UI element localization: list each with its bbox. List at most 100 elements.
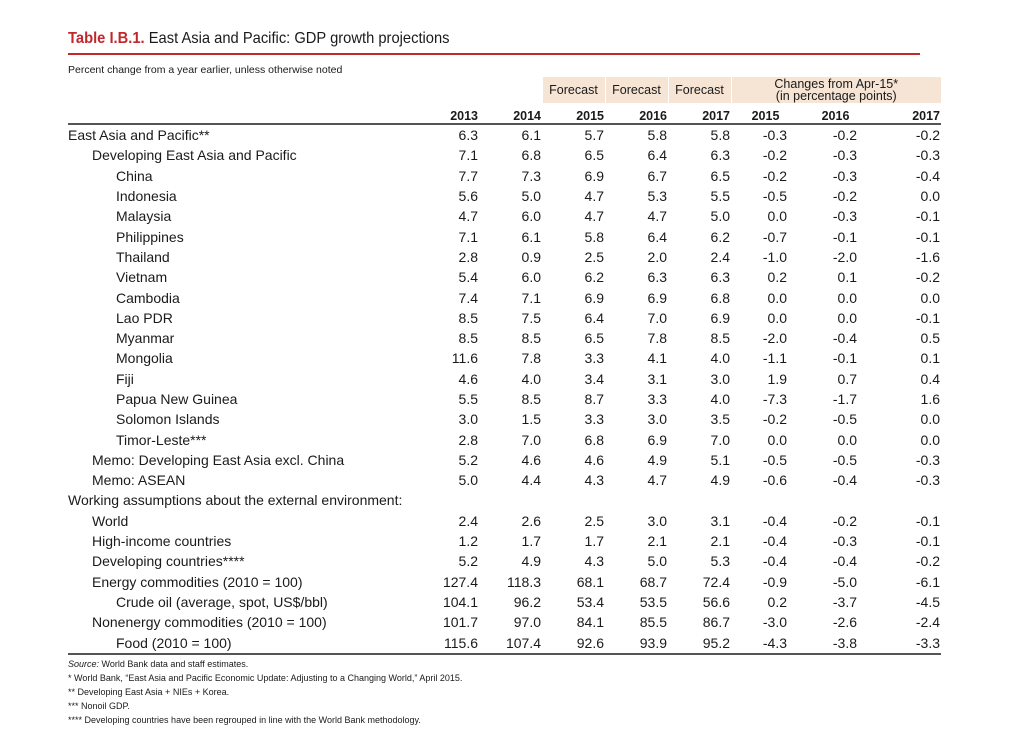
value-cell: 5.0: [458, 472, 478, 489]
change-cell: -0.1: [915, 533, 941, 550]
value-cell: 6.1: [521, 228, 541, 245]
change-cell: -0.2: [762, 411, 787, 428]
change-cell: -0.1: [915, 512, 941, 529]
value-cell: 6.3: [710, 269, 730, 286]
change-cell: -0.2: [915, 269, 941, 286]
value-cell: 6.3: [647, 269, 667, 286]
change-cell: -0.3: [915, 472, 941, 489]
value-cell: 6.4: [647, 228, 667, 245]
row-label: Food (2010 = 100): [68, 632, 416, 655]
change-cell: 0.7: [837, 370, 857, 387]
value-cell: 4.7: [458, 208, 478, 225]
change-cell: -0.5: [762, 188, 787, 205]
row-label: Cambodia: [116, 289, 180, 306]
value-cell: 4.7: [647, 208, 667, 225]
change-cell: 0.0: [767, 208, 787, 225]
value-cell: 4.9: [521, 553, 541, 570]
value-cell: 107.4: [479, 632, 542, 655]
change-cell: 0.0: [767, 431, 787, 448]
change-cell: -0.3: [832, 208, 857, 225]
change-cell: 0.1: [837, 269, 857, 286]
value-cell: 53.4: [576, 593, 604, 610]
value-cell: 6.9: [647, 431, 667, 448]
change-cell: -2.4: [915, 614, 941, 631]
change-cell: -0.2: [915, 127, 941, 144]
row-label: Indonesia: [116, 188, 177, 205]
change-cell: -0.5: [762, 451, 787, 468]
section-label: Working assumptions about the external e…: [68, 492, 403, 509]
value-cell: 4.7: [584, 208, 604, 225]
value-cell: 3.0: [458, 411, 478, 428]
header-label-blank: [68, 103, 416, 125]
value-cell: 4.7: [647, 472, 667, 489]
header-change-year: 2017: [871, 103, 942, 125]
change-cell: 0.5: [920, 330, 941, 347]
table-row: East Asia and Pacific** 6.3 6.1 5.7 5.8 5.8 -0…: [68, 124, 941, 145]
header-changes-line2: (in percentage points): [775, 89, 897, 103]
table-number: Table I.B.1.: [68, 30, 145, 47]
row-label: Memo: ASEAN: [92, 472, 186, 489]
row-label: Solomon Islands: [116, 411, 220, 428]
change-cell: -3.7: [832, 593, 857, 610]
value-cell: 1.7: [584, 533, 604, 550]
change-cell: 0.0: [920, 411, 941, 428]
value-cell: 5.3: [710, 553, 730, 570]
header-year: 2017: [668, 103, 731, 125]
table-row: High-income countries 1.2 1.7 1.7 2.1 2.1 -0.4…: [68, 531, 941, 551]
change-cell: -0.5: [832, 451, 857, 468]
value-cell: 6.7: [647, 167, 667, 184]
header-change-year: 2015: [731, 103, 801, 125]
value-cell: 68.1: [576, 573, 604, 590]
change-cell: -1.6: [915, 248, 941, 265]
header-forecast-2017: Forecast: [667, 77, 731, 103]
change-cell: 0.4: [920, 370, 941, 387]
value-cell: 6.5: [710, 167, 730, 184]
value-cell: 5.3: [647, 188, 667, 205]
value-cell: 7.4: [458, 289, 478, 306]
header-row-labels: Forecast Forecast Forecast Changes from …: [68, 77, 942, 103]
row-label: High-income countries: [92, 533, 232, 550]
value-cell: 7.5: [521, 309, 541, 326]
value-cell: 3.0: [647, 512, 667, 529]
change-cell: -1.7: [832, 391, 857, 407]
table-title: Table I.B.1. East Asia and Pacific: GDP …: [68, 28, 852, 50]
value-cell: 85.5: [639, 614, 667, 631]
table-row: Philippines 7.1 6.1 5.8 6.4 6.2 -0.7 -0.1 -0.1: [68, 226, 941, 246]
value-cell: 6.3: [710, 147, 730, 164]
value-cell: 8.5: [521, 330, 541, 347]
value-cell: 1.7: [521, 533, 541, 550]
value-cell: 2.8: [458, 431, 478, 448]
table-row: World 2.4 2.6 2.5 3.0 3.1 -0.4 -0.2 -0.1: [68, 511, 941, 531]
change-cell: 0.0: [920, 289, 941, 306]
value-cell: 4.0: [710, 350, 730, 367]
header-year: 2014: [479, 103, 542, 125]
value-cell: 5.2: [458, 553, 478, 570]
value-cell: 4.6: [458, 370, 478, 387]
table-row: Indonesia 5.6 5.0 4.7 5.3 5.5 -0.5 -0.2 0.0: [68, 186, 941, 206]
table-subtitle: Percent change from a year earlier, unle…: [68, 64, 343, 76]
change-cell: -7.3: [762, 391, 787, 407]
change-cell: -0.3: [915, 147, 941, 164]
table-notes: Source: World Bank data and staff estima…: [68, 657, 920, 727]
value-cell: 2.4: [710, 248, 730, 265]
header-year: 2016: [605, 103, 668, 125]
source-text: World Bank data and staff estimates.: [99, 658, 249, 669]
footnote: ** Developing East Asia + NIEs + Korea.: [68, 686, 230, 697]
value-cell: 6.9: [710, 309, 730, 326]
change-cell: -3.0: [762, 614, 787, 631]
value-cell: 2.5: [584, 512, 604, 529]
table-row: Nonenergy commodities (2010 = 100) 101.7 9…: [68, 612, 941, 632]
header-forecast-2015: Forecast: [541, 77, 605, 103]
value-cell: 95.2: [668, 632, 731, 655]
header-blank: [416, 77, 479, 103]
table-row: Myanmar 8.5 8.5 6.5 7.8 8.5 -2.0 -0.4 0.5: [68, 328, 941, 348]
change-cell: -0.1: [915, 208, 941, 225]
change-cell: -1.1: [762, 350, 787, 367]
table-row: Cambodia 7.4 7.1 6.9 6.9 6.8 0.0 0.0 0.0: [68, 287, 941, 307]
value-cell: 5.8: [584, 228, 604, 245]
value-cell: 6.8: [584, 431, 604, 448]
change-cell: -0.4: [832, 472, 857, 489]
value-cell: 2.0: [647, 248, 667, 265]
value-cell: 4.4: [521, 472, 541, 489]
value-cell: 2.4: [458, 512, 478, 529]
